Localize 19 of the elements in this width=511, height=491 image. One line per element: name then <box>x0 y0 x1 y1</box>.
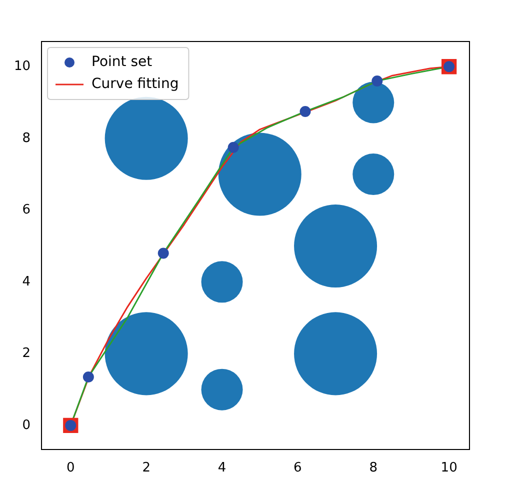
y-tick-label: 4 <box>22 274 31 290</box>
point <box>372 75 383 86</box>
y-tick-label: 8 <box>22 130 31 146</box>
point <box>82 372 94 383</box>
point <box>300 106 311 117</box>
x-tick-label: 6 <box>294 460 302 476</box>
y-tick-label: 6 <box>22 202 31 218</box>
point <box>228 142 239 153</box>
legend-label: Point set <box>92 54 153 70</box>
x-tick-label: 2 <box>142 460 150 476</box>
x-tick-label: 4 <box>218 460 226 476</box>
y-tick-label: 2 <box>22 346 31 362</box>
x-tick-label: 8 <box>369 460 378 476</box>
x-tick-label: 10 <box>440 460 458 476</box>
y-tick-label: 10 <box>14 59 31 74</box>
x-tick-label: 0 <box>66 460 75 476</box>
legend-label: Curve fitting <box>92 76 179 92</box>
point <box>158 248 169 259</box>
y-tick-label: 0 <box>22 418 31 433</box>
